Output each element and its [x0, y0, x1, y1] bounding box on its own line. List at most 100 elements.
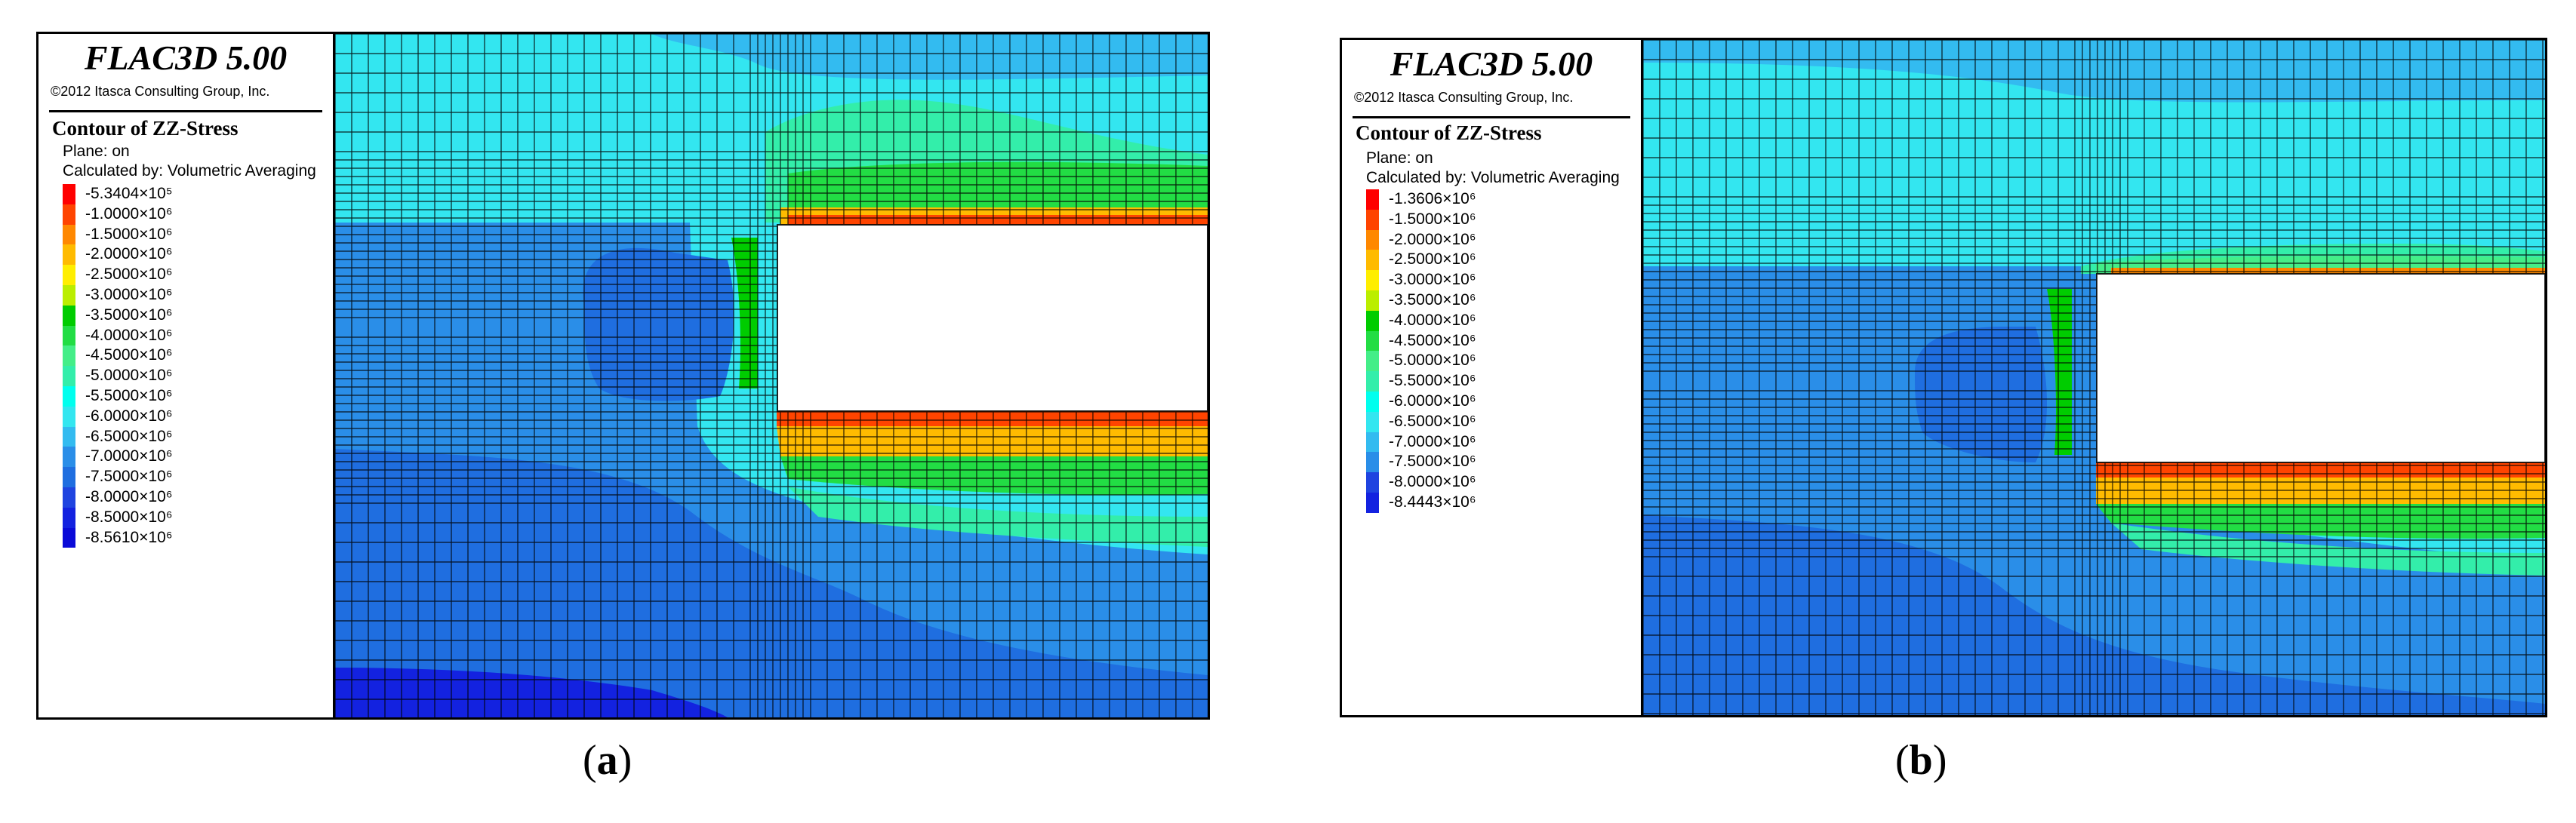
scale-swatch	[63, 345, 75, 367]
contour-band-top	[335, 34, 1208, 80]
copyright-text: ©2012 Itasca Consulting Group, Inc.	[51, 84, 270, 99]
mesh-grid	[335, 34, 1208, 717]
scale-swatch	[1366, 330, 1379, 352]
scale-label: -3.0000×10⁶	[1389, 271, 1476, 289]
contour-band-upper-left	[1643, 78, 1915, 266]
scale-swatch	[63, 204, 75, 225]
scale-swatch	[63, 224, 75, 245]
stress-contour-plot-a	[335, 34, 1208, 717]
contour-band-aqua-bottom	[788, 487, 1208, 547]
scale-swatch	[1366, 472, 1379, 493]
scale-swatch	[1366, 290, 1379, 311]
scale-label: -2.0000×10⁶	[85, 245, 173, 263]
scale-label: -1.3606×10⁶	[1389, 190, 1476, 207]
excavation-outline	[2096, 273, 2545, 463]
scale-label: -1.5000×10⁶	[1389, 210, 1476, 228]
excavation-outline	[777, 224, 1208, 412]
scale-label: -7.5000×10⁶	[1389, 453, 1476, 471]
copyright-text: ©2012 Itasca Consulting Group, Inc.	[1354, 90, 1574, 105]
panel-b: FLAC3D 5.00 ©2012 Itasca Consulting Grou…	[1340, 38, 2547, 717]
scale-swatch	[63, 366, 75, 386]
scale-label: -5.5000×10⁶	[1389, 372, 1476, 390]
software-title: FLAC3D 5.00	[1390, 45, 1593, 83]
scale-swatch	[63, 184, 75, 204]
plane-label: Plane: on	[63, 143, 130, 160]
calculation-label: Calculated by: Volumetric Averaging	[63, 162, 316, 180]
contour-band-aqua-bottom	[2111, 523, 2545, 576]
scale-swatch	[1366, 411, 1379, 432]
scale-label: -1.5000×10⁶	[85, 225, 173, 243]
caption-b: (b)	[1895, 737, 1947, 784]
scale-label: -2.5000×10⁶	[85, 266, 173, 284]
contour-band-orange-bottom	[777, 426, 1208, 456]
contour-zone-dark-left	[1915, 327, 2047, 462]
scale-label: -6.0000×10⁶	[85, 407, 173, 425]
scale-swatch	[63, 284, 75, 306]
scale-swatch	[1366, 452, 1379, 473]
panel-a: FLAC3D 5.00 ©2012 Itasca Consulting Grou…	[36, 32, 1210, 720]
scale-label: -4.0000×10⁶	[85, 326, 173, 344]
scale-label: -8.0000×10⁶	[85, 487, 173, 505]
scale-swatch	[1366, 492, 1379, 513]
contour-svg-b	[1643, 40, 2545, 715]
contour-band-red-bottom	[2096, 462, 2545, 478]
scale-swatch	[63, 447, 75, 468]
scale-label: -7.0000×10⁶	[1389, 432, 1476, 450]
mesh-grid	[1643, 40, 2545, 715]
scale-swatch	[1366, 189, 1379, 210]
scale-swatch	[63, 325, 75, 346]
contour-band-upper-left	[335, 34, 690, 223]
scale-label: -5.5000×10⁶	[85, 386, 173, 404]
contour-band-orange-top	[2111, 268, 2545, 274]
scale-swatch	[1366, 391, 1379, 412]
contour-band-green-top	[788, 161, 1208, 215]
scale-label: -3.5000×10⁶	[85, 306, 173, 324]
scale-swatch	[63, 305, 75, 326]
scale-label: -8.5000×10⁶	[85, 508, 173, 526]
scale-label: -6.5000×10⁶	[85, 427, 173, 445]
contour-band-deep	[335, 449, 1208, 717]
scale-label: -2.5000×10⁶	[1389, 250, 1476, 269]
contour-band-green-bottom	[2096, 504, 2545, 539]
scale-label: -5.0000×10⁶	[85, 367, 173, 385]
contour-band-red-bottom	[777, 411, 1208, 426]
scale-swatch	[63, 527, 75, 548]
scale-label: -5.3404×10⁵	[85, 185, 173, 202]
plane-label: Plane: on	[1366, 149, 1433, 167]
scale-swatch	[63, 265, 75, 285]
scale-swatch	[1366, 310, 1379, 331]
scale-swatch	[63, 385, 75, 407]
contour-side-wall	[2047, 289, 2072, 455]
contour-heading: Contour of ZZ-Stress	[52, 117, 239, 140]
software-title: FLAC3D 5.00	[84, 38, 288, 77]
caption-a: (a)	[583, 737, 632, 784]
contour-band-red-top	[788, 215, 1208, 225]
scale-label: -4.0000×10⁶	[1389, 311, 1476, 329]
scale-swatch	[63, 406, 75, 427]
scale-swatch	[1366, 229, 1379, 250]
legend-divider	[1353, 116, 1630, 118]
scale-label: -7.0000×10⁶	[85, 447, 173, 465]
scale-swatch	[63, 426, 75, 447]
contour-svg-a	[335, 34, 1208, 717]
scale-label: -3.0000×10⁶	[85, 285, 173, 303]
scale-swatch	[63, 487, 75, 508]
scale-swatch	[63, 467, 75, 487]
stress-contour-plot-b	[1643, 40, 2545, 715]
scale-label: -8.5610×10⁶	[85, 528, 173, 546]
scale-label: -5.0000×10⁶	[1389, 352, 1476, 370]
scale-swatch	[1366, 431, 1379, 453]
scale-swatch	[63, 507, 75, 528]
scale-label: -8.0000×10⁶	[1389, 473, 1476, 491]
scale-swatch	[1366, 250, 1379, 271]
calculation-label: Calculated by: Volumetric Averaging	[1366, 169, 1620, 186]
scale-swatch	[63, 244, 75, 266]
legend-b: FLAC3D 5.00 ©2012 Itasca Consulting Grou…	[1342, 40, 1643, 715]
scale-label: -6.0000×10⁶	[1389, 392, 1476, 410]
scale-swatch	[1366, 209, 1379, 230]
scale-swatch	[1366, 270, 1379, 290]
scale-label: -7.5000×10⁶	[85, 468, 173, 486]
contour-band-green-bottom	[780, 456, 1208, 495]
legend-a: FLAC3D 5.00 ©2012 Itasca Consulting Grou…	[38, 34, 335, 717]
scale-swatch	[1366, 351, 1379, 372]
